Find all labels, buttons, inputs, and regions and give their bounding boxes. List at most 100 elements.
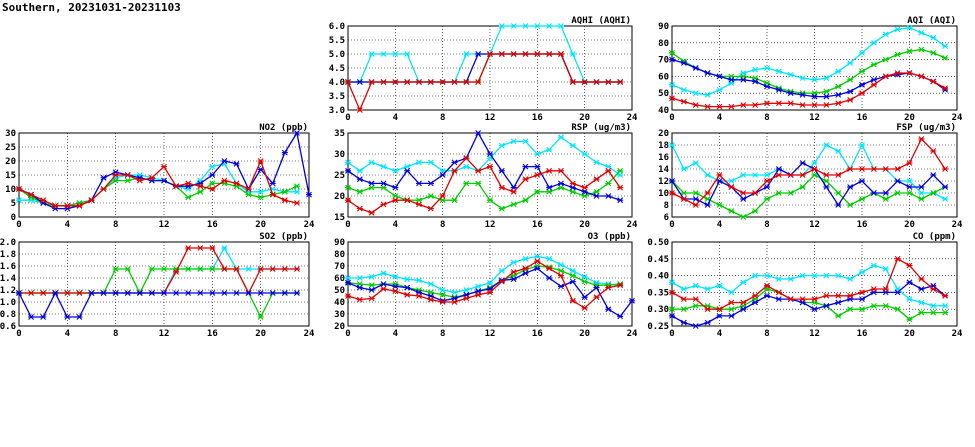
data-point-cyan [859, 142, 865, 148]
data-point-cyan [439, 287, 446, 293]
data-point-cyan [416, 277, 422, 284]
y-tick-label: 0.30 [647, 305, 669, 315]
x-tick-label: 4 [717, 220, 723, 230]
data-point-cyan [882, 31, 889, 38]
plot-title: FSP (ug/m3) [896, 123, 956, 133]
data-point-blue [100, 174, 107, 181]
data-point-blue [593, 284, 600, 291]
y-tick-label: 80 [334, 250, 345, 260]
data-point-cyan [847, 276, 854, 282]
data-point-green [112, 266, 119, 272]
data-point-green [439, 291, 446, 298]
data-point-blue [669, 178, 675, 184]
data-point-green [764, 196, 770, 202]
data-point-red [209, 245, 216, 251]
data-point-blue [356, 79, 363, 85]
data-point-red [799, 172, 806, 178]
data-point-red [906, 160, 913, 166]
data-point-red [463, 295, 470, 302]
data-point-cyan [569, 142, 576, 149]
data-point-red [669, 289, 675, 296]
data-point-green [546, 188, 553, 195]
data-point-red [847, 97, 854, 103]
data-point-cyan [451, 289, 458, 296]
data-point-red [546, 265, 553, 272]
data-point-green [197, 188, 204, 195]
x-tick-label: 0 [669, 113, 674, 123]
data-point-red [728, 184, 735, 190]
data-point-red [16, 186, 22, 192]
data-point-blue [728, 76, 735, 83]
data-point-cyan [680, 86, 687, 93]
data-point-cyan [680, 286, 687, 292]
data-point-blue [522, 270, 529, 277]
x-tick-label: 24 [952, 220, 963, 230]
data-point-cyan [392, 167, 399, 174]
data-point-blue [835, 299, 842, 306]
data-point-blue [811, 93, 818, 100]
data-point-red [835, 172, 842, 178]
data-point-red [100, 186, 107, 192]
y-tick-label: 5.5 [329, 36, 345, 46]
data-point-red [451, 299, 458, 305]
data-point-blue [799, 160, 806, 166]
series-line-red [347, 157, 621, 214]
data-point-green [487, 197, 493, 204]
data-point-red [451, 167, 458, 174]
data-point-blue [692, 65, 699, 71]
data-point-cyan [811, 76, 818, 83]
data-point-blue [823, 184, 830, 190]
data-point-red [40, 197, 47, 204]
data-point-green [859, 68, 865, 75]
data-point-cyan [823, 75, 830, 81]
data-point-green [847, 76, 854, 83]
data-point-cyan [740, 172, 747, 178]
data-point-cyan [764, 65, 770, 71]
data-point-green [124, 266, 131, 272]
data-point-green [906, 316, 913, 323]
data-point-blue [52, 290, 59, 296]
x-tick-label: 16 [857, 220, 868, 230]
data-point-green [823, 178, 830, 184]
x-tick-label: 16 [532, 113, 543, 123]
data-point-blue [859, 178, 865, 184]
data-point-red [221, 177, 228, 184]
data-point-red [811, 296, 818, 303]
data-point-blue [859, 81, 865, 88]
data-point-cyan [221, 245, 228, 251]
data-point-red [930, 286, 937, 292]
data-point-red [281, 266, 288, 272]
data-point-cyan [859, 49, 865, 56]
data-point-red [680, 196, 687, 202]
data-point-blue [669, 313, 675, 319]
data-point-red [221, 266, 228, 272]
data-point-red [487, 289, 493, 296]
data-point-cyan [392, 273, 399, 280]
data-point-blue [740, 76, 747, 83]
data-point-red [281, 197, 288, 204]
data-point-green [569, 188, 576, 195]
data-point-green [942, 55, 949, 61]
data-point-cyan [581, 273, 588, 280]
data-point-red [510, 269, 517, 275]
data-point-green [356, 188, 363, 195]
data-point-green [918, 196, 925, 202]
x-tick-label: 20 [579, 220, 590, 230]
data-point-blue [345, 279, 351, 286]
data-point-cyan [16, 197, 22, 204]
data-point-red [787, 296, 794, 303]
data-point-green [427, 193, 434, 199]
data-point-red [870, 286, 877, 292]
data-point-cyan [546, 255, 553, 262]
x-tick-label: 8 [764, 220, 769, 230]
data-point-red [233, 266, 240, 272]
data-point-green [669, 306, 675, 313]
y-tick-label: 25 [334, 171, 345, 181]
y-tick-label: 1.0 [0, 298, 16, 308]
data-point-cyan [356, 167, 363, 174]
y-tick-label: 10 [658, 189, 669, 199]
data-point-green [281, 188, 288, 195]
data-point-cyan [704, 172, 711, 178]
data-point-red [764, 100, 770, 107]
